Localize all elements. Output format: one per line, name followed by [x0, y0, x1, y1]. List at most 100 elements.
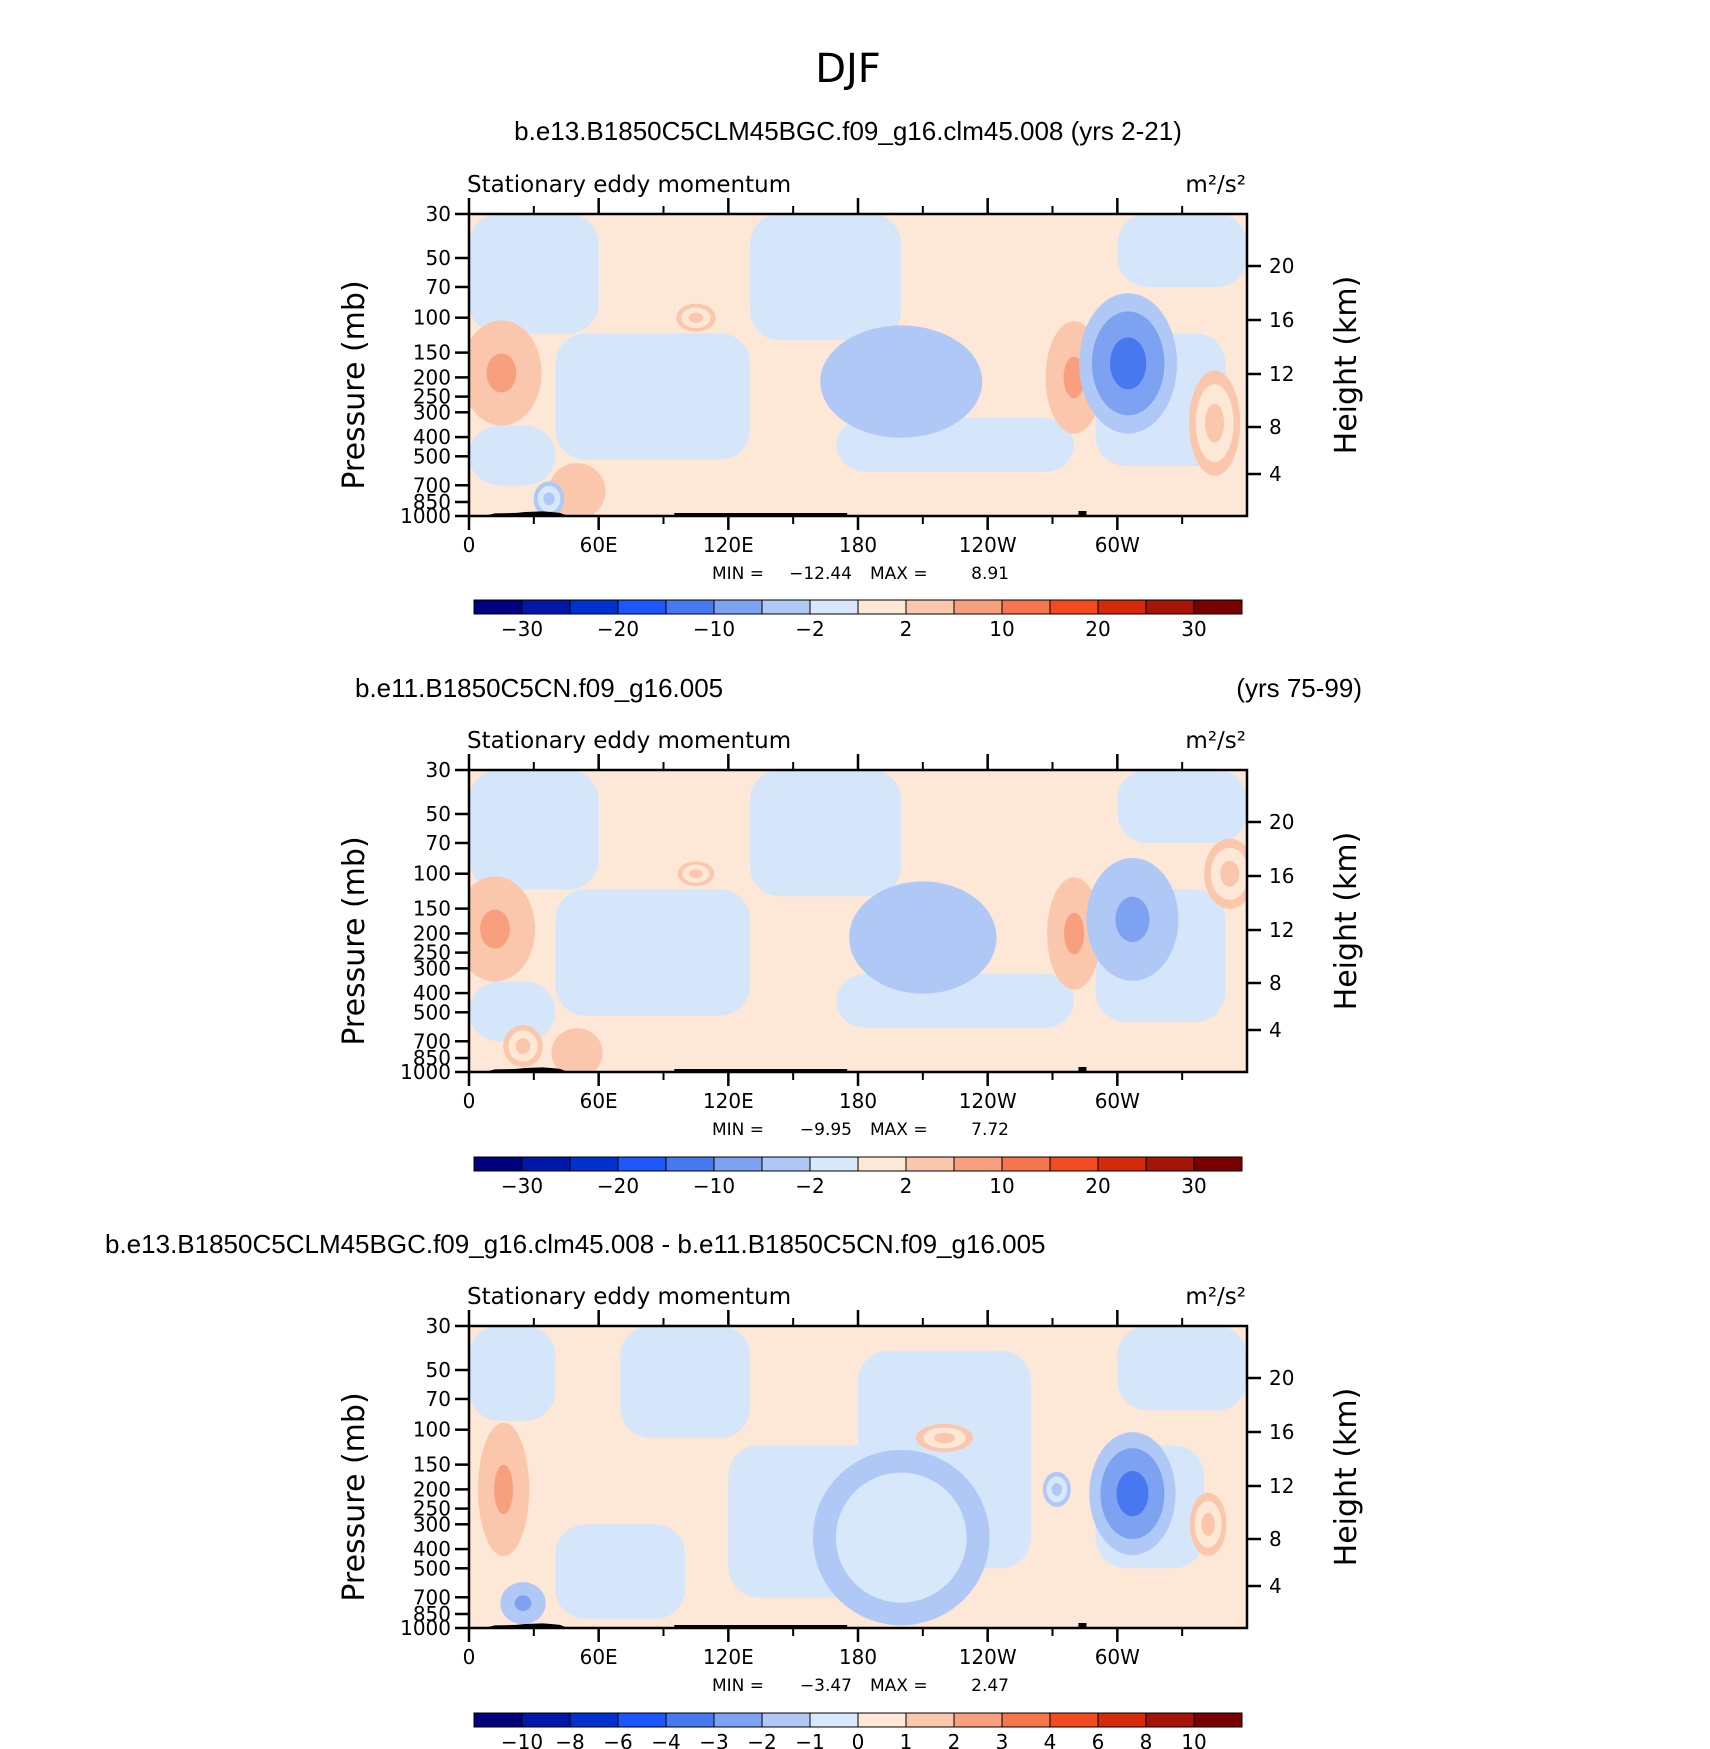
x-tick-label: 120E — [703, 1089, 754, 1113]
y2-tick-label: 4 — [1269, 1018, 1282, 1042]
min-label: MIN = — [712, 564, 764, 584]
colorbar-label: −4 — [651, 1730, 680, 1749]
colorbar-box — [665, 1712, 715, 1728]
y2-tick-label: 4 — [1269, 1574, 1282, 1598]
contour-core — [515, 1038, 531, 1054]
contour-core — [486, 353, 517, 393]
colorbar-label: 30 — [1181, 1174, 1206, 1198]
colorbar-label: −2 — [747, 1730, 776, 1749]
y2-axis-label: Height (km) — [1329, 276, 1364, 455]
contour-core — [1116, 1470, 1149, 1517]
negative-region — [469, 770, 599, 890]
colorbar-label: −20 — [597, 617, 639, 641]
negative-region — [749, 214, 902, 341]
colorbar-label: −10 — [501, 1730, 543, 1749]
colorbar-box — [1097, 1712, 1147, 1728]
y-tick-label: 200 — [413, 921, 451, 945]
colorbar-box — [1097, 599, 1147, 615]
chart-panel-2: b.e11.B1850C5CN.f09_g16.005 (yrs 75-99) St… — [337, 673, 1364, 1198]
colorbar-label: 30 — [1181, 617, 1206, 641]
left-string: Stationary eddy momentum — [467, 172, 791, 198]
y-tick-label: 100 — [413, 1418, 451, 1442]
negative-region — [469, 214, 599, 334]
colorbar-box — [905, 599, 955, 615]
min-value: −9.95 — [800, 1120, 852, 1140]
contour-core — [1064, 912, 1085, 955]
y2-tick-label: 16 — [1269, 1420, 1294, 1444]
contour-field — [469, 1326, 1247, 1628]
y-tick-label: 70 — [426, 1387, 451, 1411]
colorbar-label: 8 — [1140, 1730, 1153, 1749]
negative-region — [555, 333, 750, 460]
y2-tick-label: 8 — [1269, 971, 1282, 995]
colorbar-box — [1145, 599, 1195, 615]
max-value: 8.91 — [971, 564, 1009, 584]
y-tick-label: 30 — [426, 1314, 451, 1338]
y-tick-label: 850 — [413, 490, 451, 514]
y-tick-label: 50 — [426, 246, 451, 270]
colorbar-label: −6 — [603, 1730, 632, 1749]
colorbar-box — [905, 1156, 955, 1172]
colorbar-box — [953, 1712, 1003, 1728]
chart-panel-3: b.e13.B1850C5CLM45BGC.f09_g16.clm45.008 … — [105, 1229, 1364, 1749]
units-label: m²/s² — [1185, 172, 1246, 198]
colorbar-label: 6 — [1092, 1730, 1105, 1749]
left-string: Stationary eddy momentum — [467, 1284, 791, 1310]
y-tick-label: 30 — [426, 758, 451, 782]
y-tick-label: 850 — [413, 1602, 451, 1626]
contour-core — [689, 869, 703, 879]
y-tick-label: 500 — [413, 444, 451, 468]
contour-core — [1051, 1482, 1062, 1496]
colorbar-label: −2 — [795, 617, 824, 641]
colorbar-box — [569, 1712, 619, 1728]
y-axis-label: Pressure (mb) — [337, 280, 372, 489]
y-tick-label: 1000 — [400, 1060, 451, 1084]
colorbar-box — [809, 1712, 859, 1728]
colorbar-box — [1097, 1156, 1147, 1172]
x-tick-label: 120W — [959, 1089, 1017, 1113]
colorbar-label: 0 — [852, 1730, 865, 1749]
negative-region — [555, 889, 750, 1016]
contour-core — [868, 1505, 934, 1571]
colorbar-box — [1049, 599, 1099, 615]
x-tick-label: 60W — [1095, 533, 1140, 557]
topography — [1078, 511, 1087, 516]
colorbar-label: 20 — [1085, 1174, 1110, 1198]
colorbar-label: −20 — [597, 1174, 639, 1198]
contour-core — [688, 312, 704, 323]
min-value: −3.47 — [800, 1676, 852, 1696]
colorbar-box — [809, 599, 859, 615]
colorbar-box — [617, 1712, 667, 1728]
x-tick-label: 120W — [959, 533, 1017, 557]
contour-core — [543, 492, 555, 506]
colorbar-box — [521, 599, 571, 615]
y-axis-label: Pressure (mb) — [337, 1392, 372, 1601]
panel-years: (yrs 75-99) — [1236, 673, 1362, 703]
x-tick-label: 60E — [580, 1645, 618, 1669]
colorbar-box — [1049, 1712, 1099, 1728]
contour-core — [895, 916, 951, 959]
colorbar-box — [1145, 1156, 1195, 1172]
topography — [1078, 1067, 1087, 1072]
colorbar-box — [473, 1156, 523, 1172]
colorbar-box — [1193, 599, 1243, 615]
topography — [674, 513, 848, 516]
panel-title: b.e11.B1850C5CN.f09_g16.005 — [355, 673, 723, 703]
colorbar-box — [953, 1156, 1003, 1172]
y-tick-label: 200 — [413, 1477, 451, 1501]
colorbar-box — [617, 599, 667, 615]
topography — [674, 1625, 848, 1628]
colorbar-box — [953, 599, 1003, 615]
colorbar-box — [713, 1712, 763, 1728]
colorbar-box — [1001, 599, 1051, 615]
min-label: MIN = — [712, 1120, 764, 1140]
contour-core — [1115, 896, 1150, 943]
x-tick-label: 120E — [703, 1645, 754, 1669]
y-tick-label: 400 — [413, 981, 451, 1005]
y2-axis-label: Height (km) — [1329, 832, 1364, 1011]
contour-core — [514, 1595, 532, 1612]
contour-core — [566, 480, 588, 502]
contour-core — [871, 360, 932, 403]
colorbar-label: 2 — [900, 617, 913, 641]
contour-core — [1110, 337, 1147, 390]
